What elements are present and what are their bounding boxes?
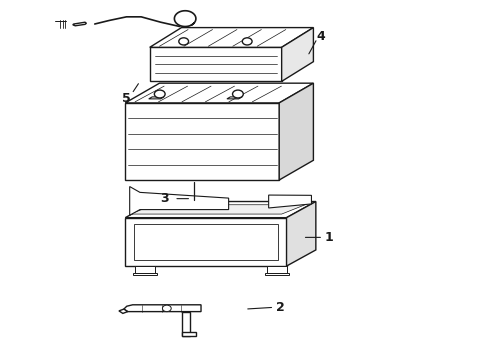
Polygon shape: [267, 266, 287, 273]
Text: 3: 3: [160, 192, 169, 205]
Polygon shape: [119, 309, 128, 314]
Polygon shape: [287, 202, 316, 266]
Polygon shape: [182, 332, 196, 336]
Polygon shape: [73, 22, 86, 26]
Polygon shape: [134, 224, 278, 260]
Polygon shape: [130, 186, 229, 215]
Text: 4: 4: [317, 30, 325, 43]
Polygon shape: [150, 28, 314, 47]
Polygon shape: [265, 273, 289, 275]
Polygon shape: [125, 103, 279, 180]
Polygon shape: [124, 305, 201, 312]
Polygon shape: [282, 28, 314, 81]
Circle shape: [233, 90, 244, 98]
Polygon shape: [133, 273, 157, 275]
Polygon shape: [183, 214, 202, 216]
Circle shape: [243, 38, 252, 45]
Text: 5: 5: [122, 92, 131, 105]
Polygon shape: [125, 83, 314, 103]
Text: 1: 1: [325, 231, 333, 244]
Polygon shape: [149, 97, 164, 99]
Polygon shape: [227, 97, 242, 99]
Polygon shape: [125, 202, 316, 218]
Text: 2: 2: [276, 301, 285, 314]
Circle shape: [179, 38, 189, 45]
Circle shape: [154, 90, 165, 98]
Polygon shape: [150, 47, 282, 81]
Polygon shape: [130, 205, 305, 214]
Polygon shape: [125, 218, 287, 266]
Polygon shape: [187, 206, 198, 212]
Polygon shape: [182, 312, 190, 336]
Polygon shape: [172, 198, 205, 206]
Polygon shape: [269, 195, 312, 208]
Polygon shape: [135, 266, 155, 273]
Circle shape: [162, 305, 171, 312]
Polygon shape: [279, 83, 314, 180]
